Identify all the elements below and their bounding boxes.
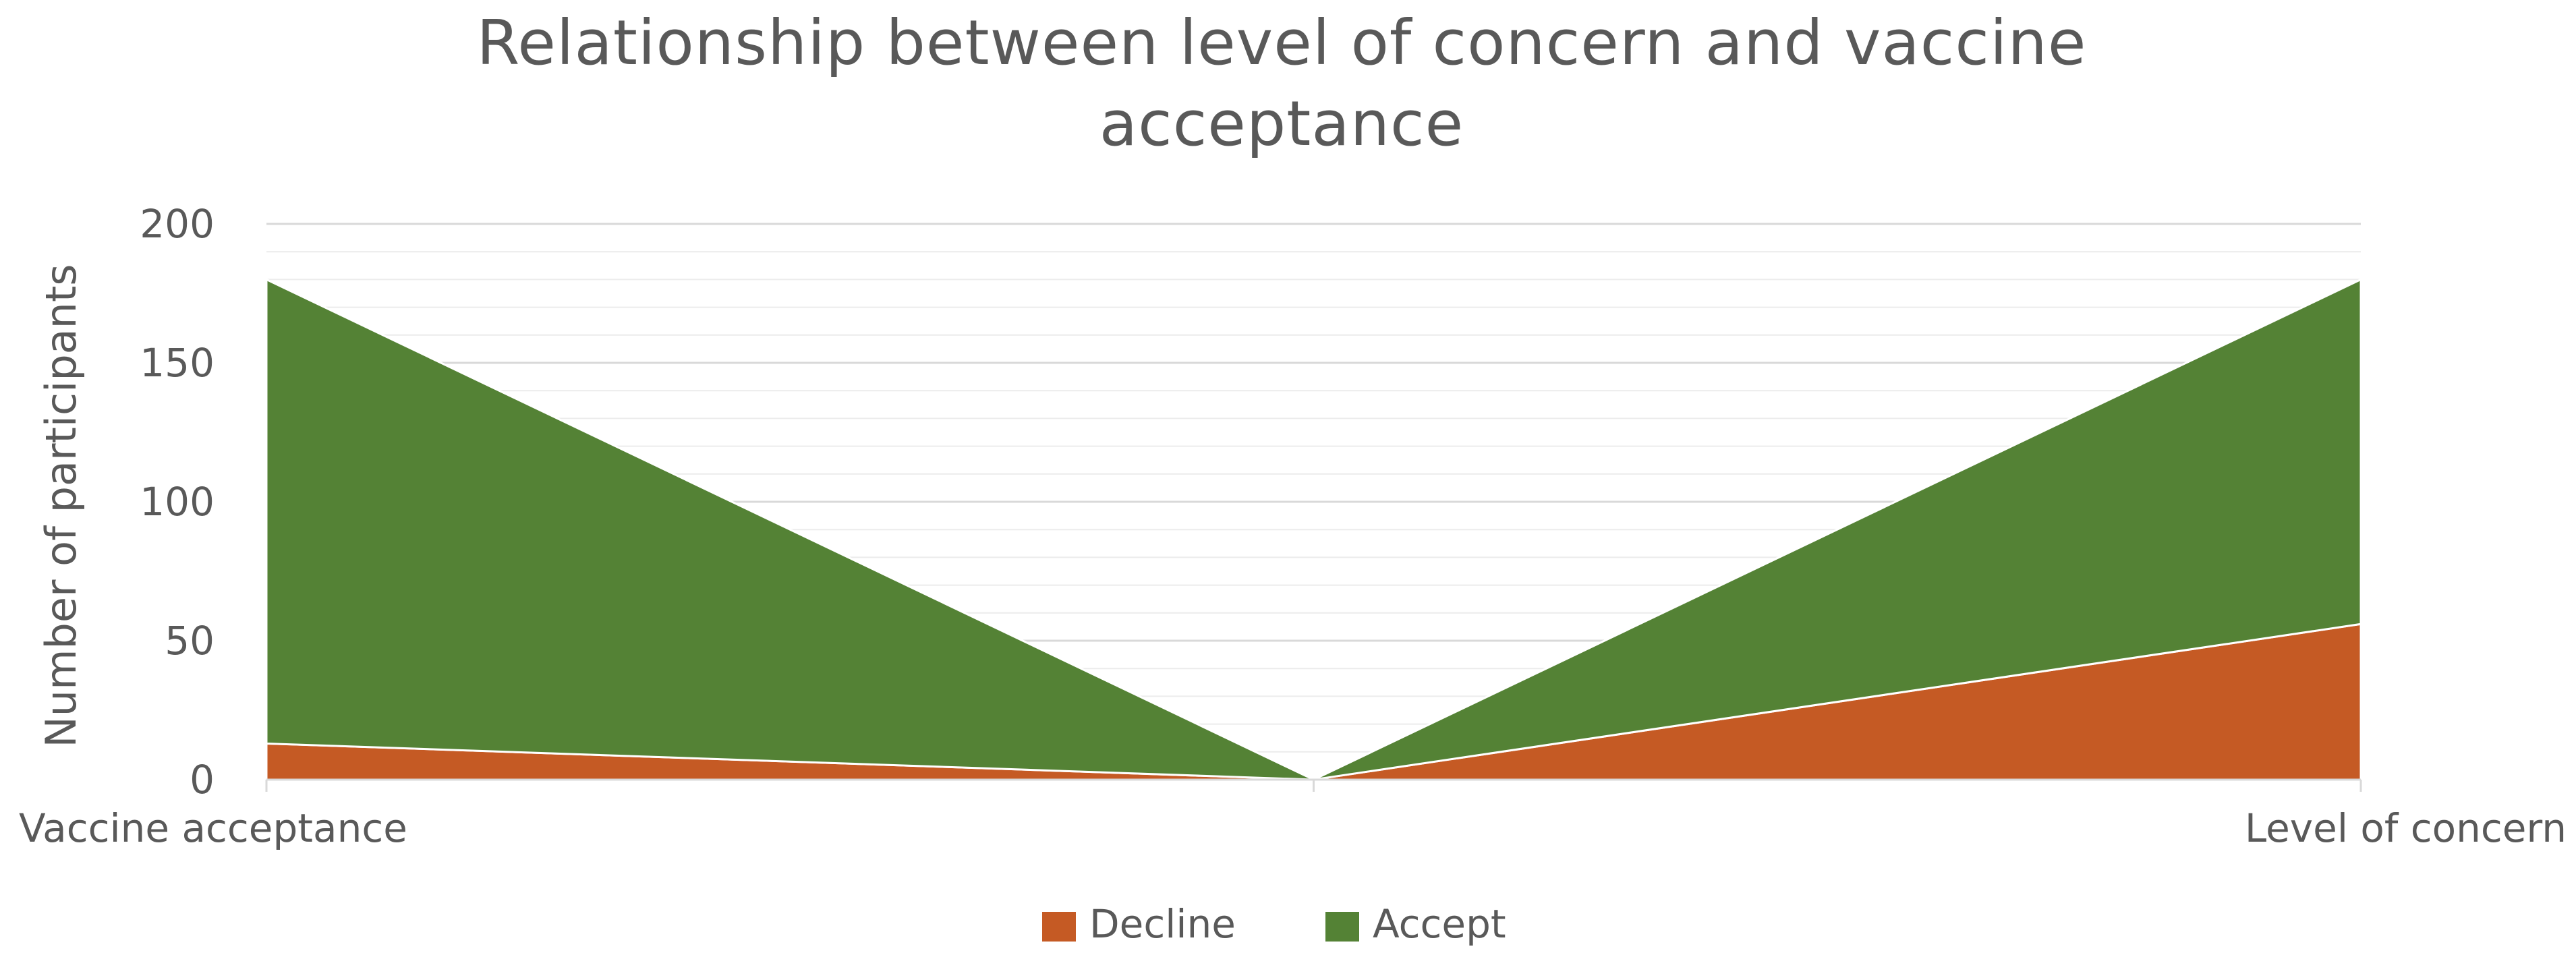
chart-title-line-2: acceptance — [1099, 88, 1464, 160]
chart-title-line-1: Relationship between level of concern an… — [477, 7, 2087, 79]
y-axis-ticks: 0 50 100 150 200 — [140, 201, 214, 803]
legend-swatch — [1325, 912, 1359, 942]
legend-item-decline: Decline — [1042, 901, 1236, 947]
legend-label: Accept — [1373, 901, 1506, 947]
y-tick-label: 100 — [140, 479, 214, 525]
y-tick-label: 150 — [140, 340, 214, 386]
y-axis-title: Number of participants — [36, 264, 86, 747]
x-category-label: Level of concern — [2245, 805, 2567, 851]
y-tick-label: 50 — [165, 618, 214, 664]
chart-title: Relationship between level of concern an… — [477, 7, 2087, 160]
legend-item-accept: Accept — [1325, 901, 1506, 947]
x-axis-categories: Vaccine acceptance Level of concern — [19, 778, 2567, 851]
y-tick-label: 0 — [190, 757, 214, 803]
legend-label: Decline — [1089, 901, 1236, 947]
x-category-label: Vaccine acceptance — [19, 805, 407, 851]
legend-swatch — [1042, 912, 1076, 942]
y-tick-label: 200 — [140, 201, 214, 247]
legend: Decline Accept — [1042, 901, 1506, 947]
